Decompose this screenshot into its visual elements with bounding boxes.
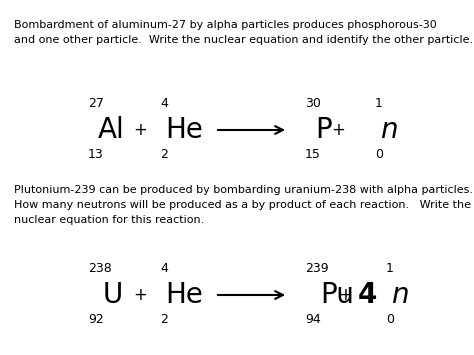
- Text: n: n: [380, 116, 398, 144]
- Text: 0: 0: [386, 313, 394, 326]
- Text: Al: Al: [98, 116, 125, 144]
- Text: 94: 94: [305, 313, 321, 326]
- Text: P: P: [315, 116, 332, 144]
- Text: How many neutrons will be produced as a by product of each reaction.   Write the: How many neutrons will be produced as a …: [14, 200, 471, 210]
- Text: Pu: Pu: [320, 281, 354, 309]
- Text: 2: 2: [160, 148, 168, 161]
- Text: He: He: [165, 116, 203, 144]
- Text: 238: 238: [88, 262, 112, 275]
- Text: 13: 13: [88, 148, 104, 161]
- Text: Bombardment of aluminum-27 by alpha particles produces phosphorous-30: Bombardment of aluminum-27 by alpha part…: [14, 20, 437, 30]
- Text: He: He: [165, 281, 203, 309]
- Text: 1: 1: [375, 97, 383, 110]
- Text: 27: 27: [88, 97, 104, 110]
- Text: n: n: [391, 281, 409, 309]
- Text: +: +: [331, 121, 345, 139]
- Text: 0: 0: [375, 148, 383, 161]
- Text: Plutonium-239 can be produced by bombarding uranium-238 with alpha particles.: Plutonium-239 can be produced by bombard…: [14, 185, 473, 195]
- Text: 4: 4: [160, 97, 168, 110]
- Text: +: +: [338, 286, 352, 304]
- Text: 4: 4: [358, 281, 377, 309]
- Text: 2: 2: [160, 313, 168, 326]
- Text: 15: 15: [305, 148, 321, 161]
- Text: 30: 30: [305, 97, 321, 110]
- Text: +: +: [133, 286, 147, 304]
- Text: +: +: [133, 121, 147, 139]
- Text: nuclear equation for this reaction.: nuclear equation for this reaction.: [14, 215, 204, 225]
- Text: 4: 4: [160, 262, 168, 275]
- Text: 92: 92: [88, 313, 104, 326]
- Text: 239: 239: [305, 262, 328, 275]
- Text: 1: 1: [386, 262, 394, 275]
- Text: and one other particle.  Write the nuclear equation and identify the other parti: and one other particle. Write the nuclea…: [14, 35, 473, 45]
- Text: U: U: [103, 281, 123, 309]
